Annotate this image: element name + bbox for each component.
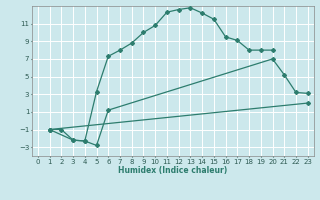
- X-axis label: Humidex (Indice chaleur): Humidex (Indice chaleur): [118, 166, 228, 175]
